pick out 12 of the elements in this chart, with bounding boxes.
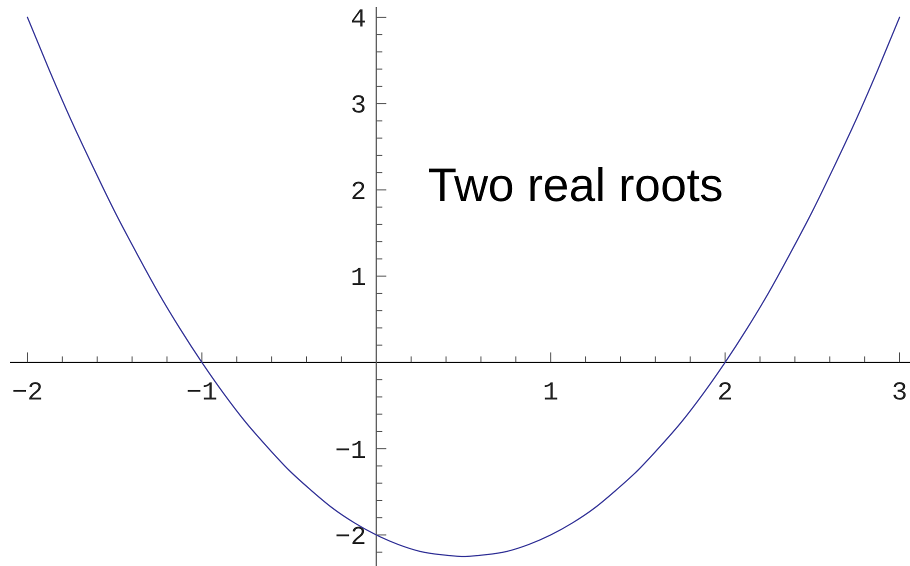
y-tick-label: −1 bbox=[335, 436, 366, 466]
x-tick-label: −2 bbox=[12, 377, 44, 408]
y-tick-label: 1 bbox=[350, 263, 366, 294]
y-tick-label: 2 bbox=[350, 176, 366, 207]
x-tick-label: 1 bbox=[542, 377, 558, 408]
annotation: Two real roots bbox=[428, 158, 724, 211]
x-tick-label: 3 bbox=[892, 377, 908, 408]
x-tick-label: −1 bbox=[186, 377, 218, 408]
x-tick-label: 2 bbox=[717, 377, 733, 408]
y-tick-label: 3 bbox=[350, 90, 366, 121]
y-tick-label: 4 bbox=[350, 4, 366, 34]
y-tick-label: −2 bbox=[335, 522, 366, 552]
